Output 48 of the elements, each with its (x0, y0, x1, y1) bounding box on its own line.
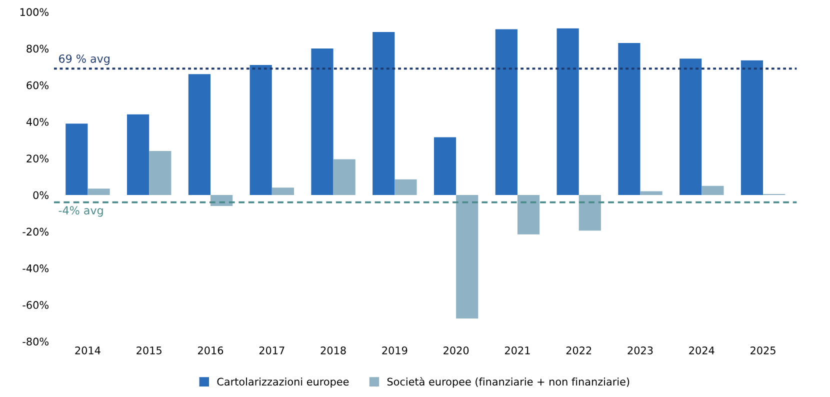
bar (517, 194, 540, 234)
x-tick-label: 2017 (259, 346, 284, 354)
x-tick-label: 2015 (136, 346, 162, 354)
bar (272, 188, 294, 195)
bar (394, 179, 417, 195)
bar (311, 48, 334, 195)
legend-label: Cartolarizzazioni europee (217, 378, 349, 388)
y-tick-label: 80% (26, 44, 49, 53)
y-tick-label: 40% (26, 118, 49, 126)
bar (127, 114, 150, 195)
bar (640, 191, 662, 195)
x-tick-label: 2018 (320, 346, 346, 354)
y-tick-label: 20% (26, 154, 49, 162)
x-tick-label: 2023 (628, 346, 653, 354)
legend-label: Società europee (finanziarie + non finanziarie) (387, 377, 630, 388)
bar (149, 151, 172, 195)
x-tick-label: 2019 (382, 346, 408, 354)
x-tick-label: 2016 (198, 346, 224, 354)
y-tick-label: -60% (22, 301, 49, 309)
ref-line-label: 69 % avg (59, 54, 110, 65)
y-tick-label: -40% (22, 264, 49, 272)
bar (434, 137, 456, 195)
x-tick-label: 2014 (75, 346, 100, 354)
bar (372, 32, 395, 195)
y-tick-label: -20% (22, 228, 49, 236)
y-tick-label: 60% (26, 81, 49, 90)
x-tick-label: 2022 (566, 346, 592, 354)
x-tick-label: 2024 (689, 346, 714, 354)
bar (250, 65, 272, 195)
y-tick-label: 100% (20, 8, 49, 16)
bar (495, 29, 518, 195)
ref-line-label: -4% avg (58, 206, 103, 217)
bar (578, 194, 601, 231)
bar (618, 43, 640, 195)
bar (680, 58, 702, 195)
x-tick-label: 2025 (750, 346, 776, 354)
bar (333, 159, 356, 195)
y-tick-label: -80% (22, 338, 49, 346)
bar (702, 186, 724, 195)
bar (66, 124, 88, 195)
x-tick-label: 2020 (444, 346, 469, 354)
y-tick-label: 0% (33, 191, 49, 200)
bar (556, 28, 579, 195)
x-tick-label: 2021 (504, 346, 530, 354)
bar (456, 194, 478, 319)
bar (740, 60, 764, 195)
bar (88, 188, 110, 195)
bar (188, 74, 210, 195)
